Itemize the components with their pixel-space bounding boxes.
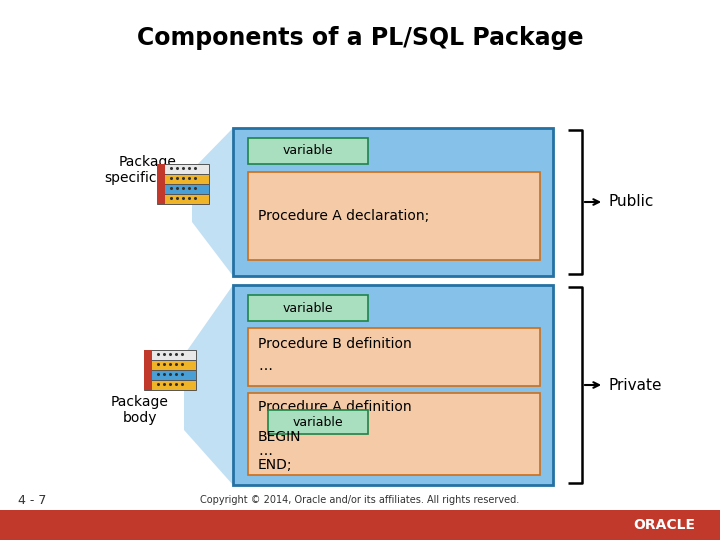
Text: Procedure B definition: Procedure B definition xyxy=(258,337,412,351)
Bar xyxy=(233,285,553,485)
Bar xyxy=(163,164,209,174)
Bar xyxy=(248,393,540,475)
Bar xyxy=(146,370,196,380)
Text: …: … xyxy=(258,444,272,458)
Bar xyxy=(161,174,209,184)
Bar xyxy=(157,194,209,204)
Bar xyxy=(148,360,196,370)
Text: Procedure A definition: Procedure A definition xyxy=(258,400,412,414)
Text: Private: Private xyxy=(608,377,662,393)
Text: variable: variable xyxy=(283,145,333,158)
Bar xyxy=(248,295,368,321)
Bar xyxy=(0,510,720,540)
Text: Copyright © 2014, Oracle and/or its affiliates. All rights reserved.: Copyright © 2014, Oracle and/or its affi… xyxy=(200,495,520,505)
Bar xyxy=(248,328,540,386)
Text: ORACLE: ORACLE xyxy=(633,518,695,532)
Bar xyxy=(159,184,209,194)
Bar xyxy=(248,138,368,164)
Bar xyxy=(233,128,553,276)
Text: Package
specification: Package specification xyxy=(104,155,192,185)
Text: Components of a PL/SQL Package: Components of a PL/SQL Package xyxy=(137,26,583,50)
Bar xyxy=(150,350,196,360)
Text: Procedure A declaration;: Procedure A declaration; xyxy=(258,209,429,223)
Text: Package
body: Package body xyxy=(111,395,169,425)
Bar xyxy=(248,172,540,260)
Text: END;: END; xyxy=(258,458,292,472)
Text: variable: variable xyxy=(293,415,343,429)
Bar xyxy=(144,380,196,390)
Text: BEGIN: BEGIN xyxy=(258,430,302,444)
Polygon shape xyxy=(192,128,233,276)
Bar xyxy=(144,350,152,390)
Text: variable: variable xyxy=(283,301,333,314)
Polygon shape xyxy=(184,285,233,485)
Bar xyxy=(268,410,368,434)
Text: 4 - 7: 4 - 7 xyxy=(18,494,46,507)
Bar xyxy=(157,164,165,204)
Text: Public: Public xyxy=(608,194,653,210)
Text: …: … xyxy=(258,359,272,373)
